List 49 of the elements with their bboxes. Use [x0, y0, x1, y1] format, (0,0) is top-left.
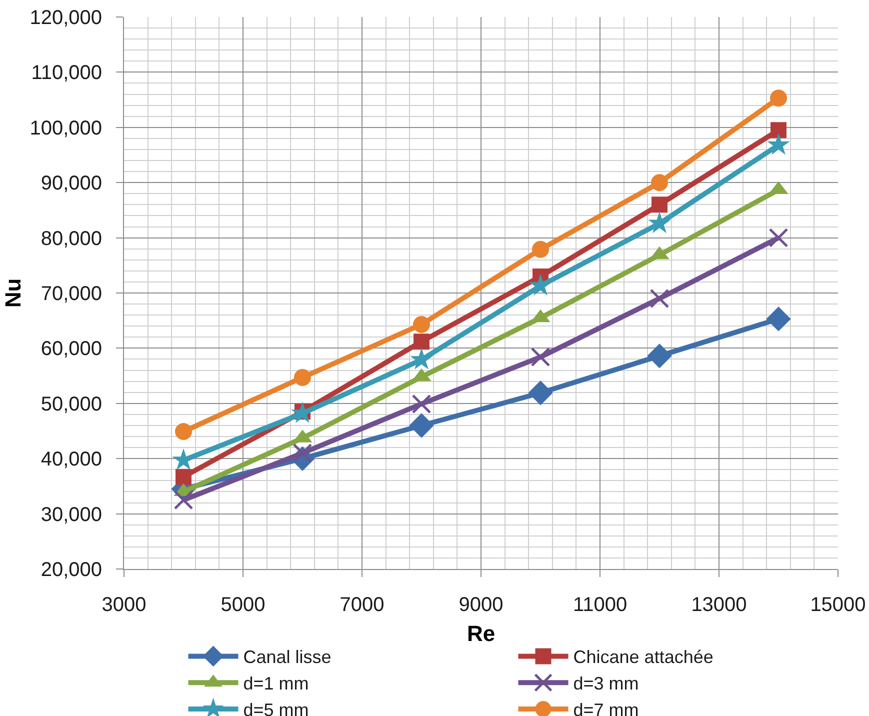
legend-label: d=1 mm: [243, 674, 309, 694]
point: [770, 122, 786, 138]
point: [413, 316, 430, 333]
y-tick-label: 90,000: [40, 172, 102, 195]
point: [529, 274, 552, 296]
point: [647, 344, 672, 368]
point: [652, 196, 668, 213]
y-tick-label: 20,000: [40, 559, 102, 581]
point: [530, 347, 550, 367]
point: [651, 174, 668, 192]
point: [766, 306, 791, 332]
point: [528, 380, 553, 406]
x-tick-label: 13000: [691, 594, 747, 616]
x-tick-label: 9000: [458, 594, 504, 616]
y-tick-label: 110,000: [31, 62, 102, 84]
point: [294, 368, 311, 386]
y-tick-label: 30,000: [40, 504, 102, 526]
y-tick-label: 80,000: [40, 228, 102, 250]
point: [176, 468, 192, 485]
y-axis-title: Nu: [0, 278, 26, 308]
point: [650, 288, 670, 308]
x-tick-label: 7000: [340, 594, 384, 616]
x-axis-title: Re: [466, 620, 496, 646]
point: [412, 394, 432, 414]
legend-label: Chicane attachée: [573, 647, 714, 668]
point: [768, 228, 788, 248]
legend-label: d=7 mm: [573, 700, 639, 716]
x-tick-label: 15000: [810, 594, 866, 616]
point: [175, 423, 192, 440]
legend-label: Canal lisse: [243, 647, 332, 668]
legend-label: d=5 mm: [243, 700, 309, 716]
y-tick-label: 60,000: [40, 338, 102, 360]
point: [532, 240, 549, 258]
x-tick-label: 5000: [220, 594, 266, 616]
point: [409, 413, 434, 438]
y-tick-label: 50,000: [40, 393, 102, 416]
y-tick-label: 100,000: [30, 117, 102, 140]
y-tick-label: 120,000: [30, 7, 102, 29]
point: [767, 133, 790, 155]
legend-label: d=3 mm: [573, 674, 639, 694]
point: [648, 212, 671, 234]
x-tick-label: 11000: [572, 594, 628, 616]
y-tick-label: 40,000: [40, 448, 102, 471]
point: [174, 490, 194, 510]
point: [410, 348, 433, 370]
y-tick-label: 70,000: [40, 283, 102, 305]
point: [770, 90, 787, 107]
x-tick-label: 3000: [102, 594, 146, 616]
point: [414, 334, 430, 350]
